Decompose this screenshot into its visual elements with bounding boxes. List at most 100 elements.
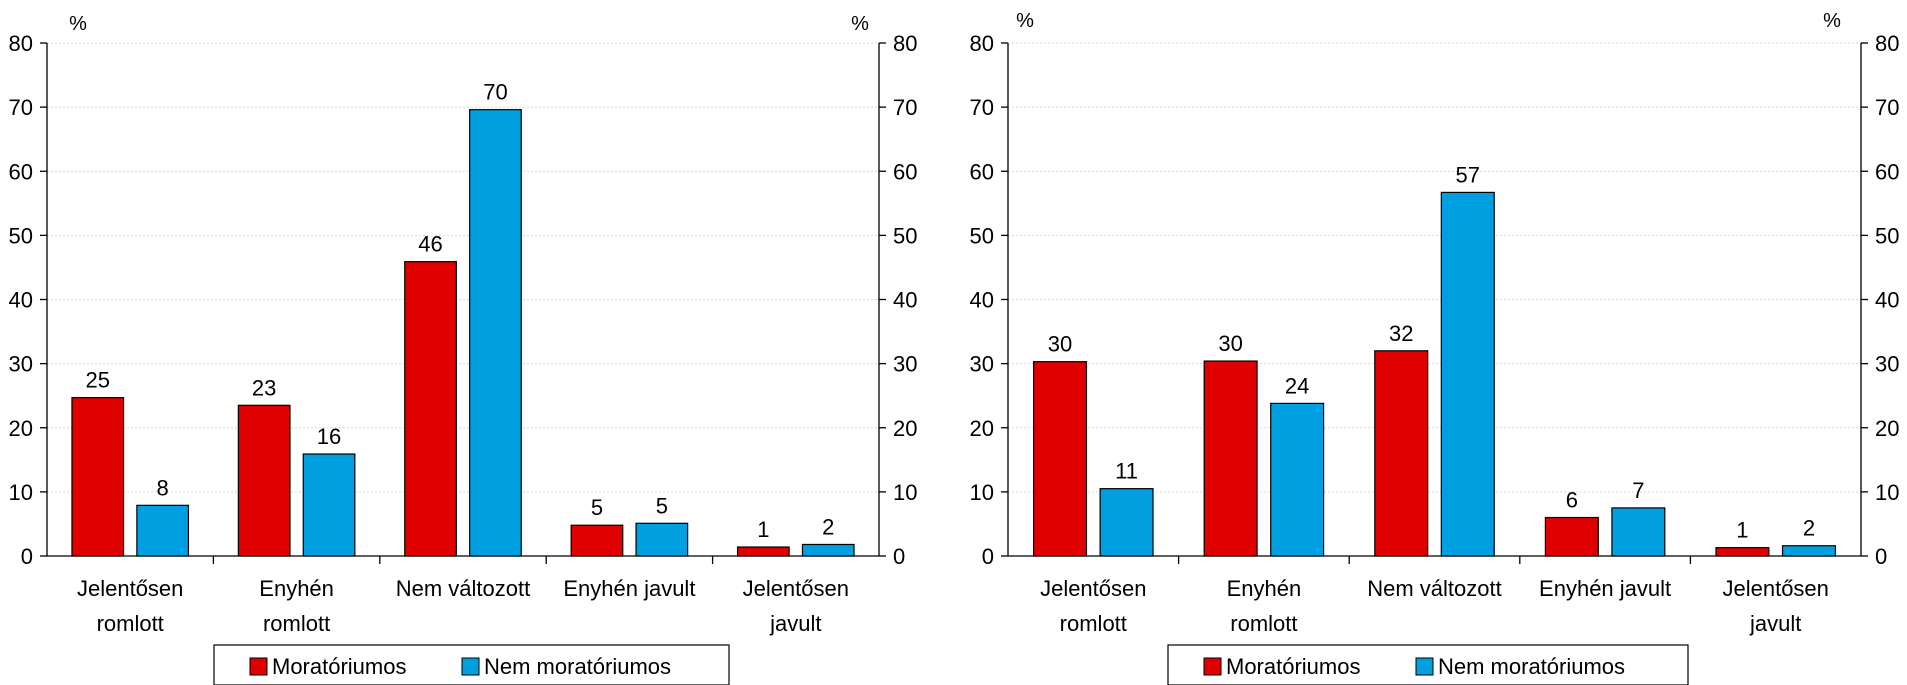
data-label: 8 xyxy=(157,475,169,500)
data-label: 30 xyxy=(1048,332,1072,357)
y-tick-label-left: 20 xyxy=(9,416,33,441)
legend-swatch xyxy=(461,657,480,676)
legend-label: Moratóriumos xyxy=(1226,654,1360,679)
data-label: 2 xyxy=(1803,516,1815,541)
bar-nem-moratoriumos xyxy=(469,109,522,557)
bar-nem-moratoriumos xyxy=(1611,507,1666,557)
x-category-label: romlott xyxy=(263,611,330,636)
x-category-label: Nem változott xyxy=(1367,576,1502,601)
y-tick-label-left: 50 xyxy=(970,223,994,248)
x-category-label: javult xyxy=(1749,611,1801,636)
data-label: 57 xyxy=(1456,162,1480,187)
y-tick-label-right: 40 xyxy=(893,288,917,313)
data-label: 46 xyxy=(418,232,442,257)
bar-nem-moratoriumos xyxy=(136,504,190,557)
y-tick-label-right: 10 xyxy=(1875,480,1899,505)
bar-moratoriumos xyxy=(1203,360,1258,557)
bar-moratoriumos xyxy=(1374,350,1429,557)
legend: Moratóriumos Nem moratóriumos xyxy=(213,644,730,685)
y-tick-label-left: 40 xyxy=(9,288,33,313)
x-category-label: Jelentősen xyxy=(1722,576,1828,601)
bar-moratoriumos xyxy=(71,397,125,557)
y-tick-label-right: 50 xyxy=(893,223,917,248)
data-label: 32 xyxy=(1389,321,1413,346)
legend: Moratóriumos Nem moratóriumos xyxy=(1167,644,1689,685)
y-tick-label-right: 70 xyxy=(893,95,917,120)
bar-nem-moratoriumos xyxy=(302,453,356,557)
legend-swatch xyxy=(249,657,268,676)
x-category-label: Nem változott xyxy=(396,576,531,601)
data-label: 5 xyxy=(656,493,668,518)
bar-moratoriumos xyxy=(1715,547,1770,557)
y-tick-label-left: 60 xyxy=(970,159,994,184)
y-tick-label-left: 10 xyxy=(970,480,994,505)
legend-box xyxy=(213,644,730,685)
data-label: 23 xyxy=(252,375,276,400)
y-unit-label-left: % xyxy=(69,13,87,35)
y-tick-label-right: 70 xyxy=(1875,95,1899,120)
y-unit-label-right: % xyxy=(1823,10,1841,32)
data-label: 7 xyxy=(1632,478,1644,503)
data-label: 2 xyxy=(822,514,834,539)
y-tick-label-left: 0 xyxy=(982,544,994,569)
data-label: 5 xyxy=(591,495,603,520)
bar-nem-moratoriumos xyxy=(1781,545,1837,557)
x-category-label: Enyhén javult xyxy=(1539,576,1671,601)
bar-nem-moratoriumos xyxy=(1270,402,1325,557)
x-category-label: romlott xyxy=(97,611,164,636)
data-label: 70 xyxy=(483,80,507,105)
y-tick-label-left: 70 xyxy=(9,95,33,120)
y-tick-label-left: 0 xyxy=(21,544,33,569)
data-label: 1 xyxy=(757,517,769,542)
x-category-label: Enyhén xyxy=(1227,576,1302,601)
bar-moratoriumos xyxy=(237,404,291,557)
bar-moratoriumos xyxy=(1032,361,1088,557)
data-label: 30 xyxy=(1218,331,1242,356)
y-unit-label-right: % xyxy=(851,13,869,35)
y-tick-label-right: 30 xyxy=(1875,352,1899,377)
y-tick-label-right: 10 xyxy=(893,480,917,505)
y-tick-label-left: 20 xyxy=(970,416,994,441)
bar-nem-moratoriumos xyxy=(1099,488,1154,557)
y-tick-label-right: 20 xyxy=(1875,416,1899,441)
y-tick-label-left: 80 xyxy=(9,31,33,56)
bar-nem-moratoriumos xyxy=(801,543,855,557)
x-category-label: javult xyxy=(769,611,821,636)
legend-label: Moratóriumos xyxy=(272,654,406,679)
y-tick-label-left: 40 xyxy=(970,288,994,313)
y-tick-label-left: 80 xyxy=(970,31,994,56)
y-tick-label-right: 50 xyxy=(1875,223,1899,248)
y-tick-label-left: 30 xyxy=(9,352,33,377)
y-tick-label-right: 0 xyxy=(893,544,905,569)
legend-swatch xyxy=(1415,657,1434,676)
data-label: 11 xyxy=(1115,459,1138,484)
bar-moratoriumos xyxy=(736,546,790,557)
bar-moratoriumos xyxy=(404,261,457,557)
bar-moratoriumos xyxy=(570,524,624,557)
x-category-label: Jelentősen xyxy=(1040,576,1146,601)
y-tick-label-left: 70 xyxy=(970,95,994,120)
y-tick-label-left: 30 xyxy=(970,352,994,377)
legend-label: Nem moratóriumos xyxy=(484,654,671,679)
y-tick-label-right: 80 xyxy=(893,31,917,56)
y-tick-label-right: 60 xyxy=(1875,159,1899,184)
y-tick-label-right: 30 xyxy=(893,352,917,377)
y-unit-label-left: % xyxy=(1016,10,1034,32)
data-label: 6 xyxy=(1566,488,1578,513)
y-tick-label-right: 0 xyxy=(1875,544,1887,569)
data-label: 16 xyxy=(317,424,341,449)
bar-nem-moratoriumos xyxy=(1440,191,1495,557)
data-label: 1 xyxy=(1736,518,1748,543)
legend-label: Nem moratóriumos xyxy=(1438,654,1625,679)
x-category-label: Enyhén xyxy=(259,576,334,601)
y-tick-label-left: 60 xyxy=(9,159,33,184)
x-category-label: Jelentősen xyxy=(743,576,849,601)
x-category-label: romlott xyxy=(1060,611,1127,636)
data-label: 25 xyxy=(86,368,110,393)
data-label: 24 xyxy=(1285,373,1309,398)
x-category-label: romlott xyxy=(1230,611,1297,636)
y-tick-label-right: 80 xyxy=(1875,31,1899,56)
